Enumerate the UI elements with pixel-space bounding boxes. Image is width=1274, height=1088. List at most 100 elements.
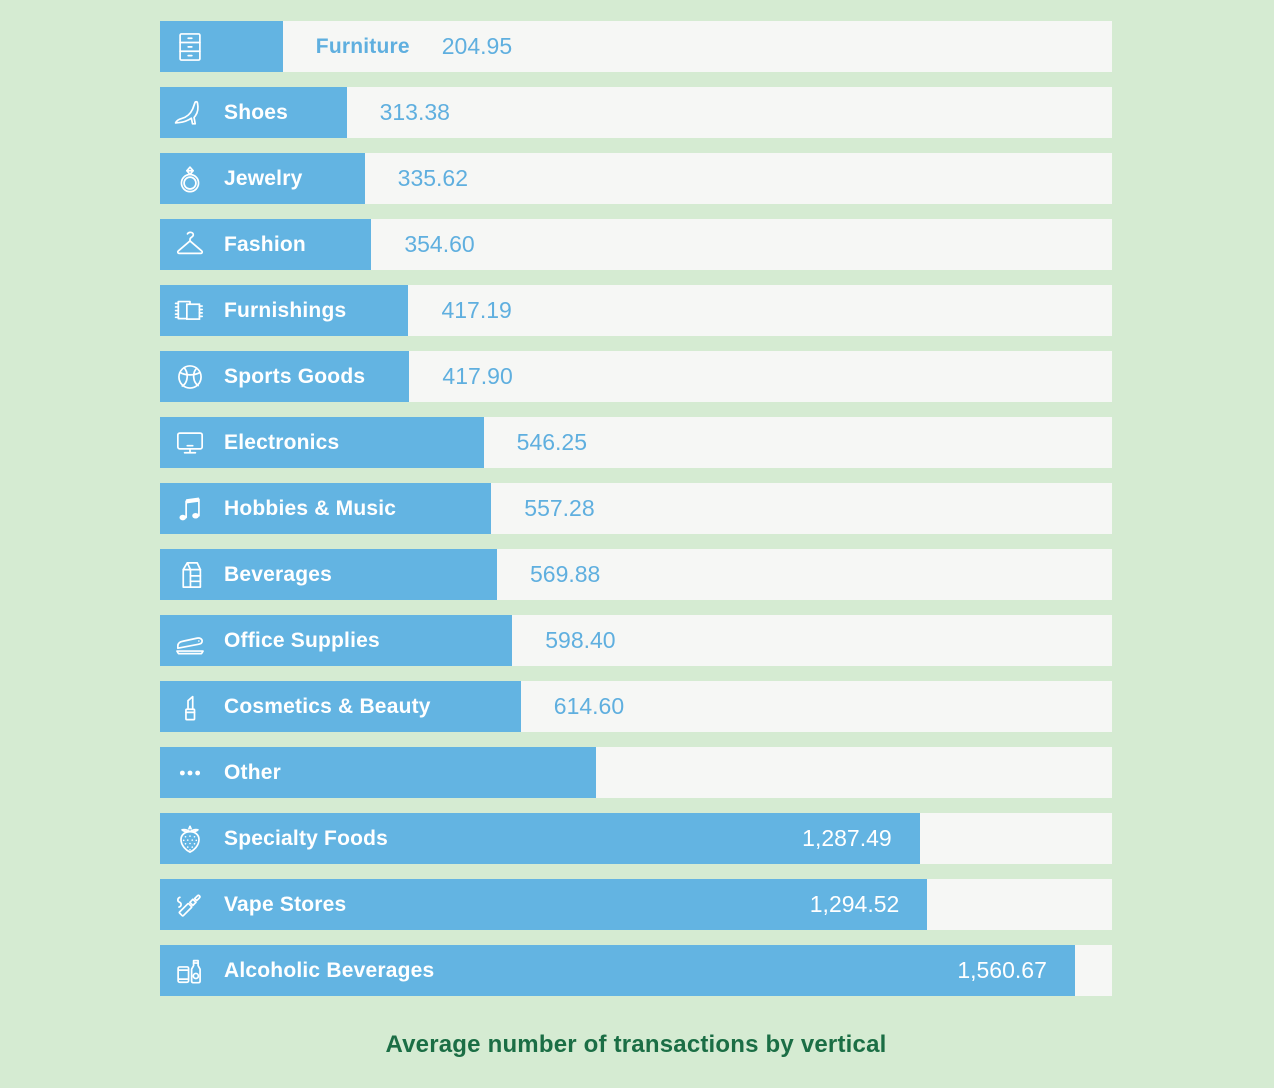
bar-value: 417.19 [441, 297, 512, 323]
ring-icon [172, 161, 208, 197]
bar-label: Fashion [224, 232, 306, 256]
bar: Fashion [160, 219, 372, 270]
bar-label: Office Supplies [224, 628, 380, 652]
bar-label: Shoes [224, 100, 289, 124]
stapler-icon [172, 623, 208, 659]
bar-row: Shoes 313.38 [160, 87, 1112, 138]
bar-value: 354.60 [404, 231, 475, 257]
bar-label: Other [224, 760, 282, 784]
bar-track: Office Supplies 598.40 [160, 615, 1112, 666]
bar: Shoes [160, 87, 347, 138]
bar-label: Hobbies & Music [224, 496, 397, 520]
bar-row: Beverages 569.88 [160, 549, 1112, 600]
hanger-icon [172, 227, 208, 263]
bar-row: Office Supplies 598.40 [160, 615, 1112, 666]
bar-value: 1,287.49 [802, 825, 892, 851]
outside-annotations: 569.88 [530, 549, 600, 600]
bottles-icon [172, 953, 208, 989]
rugs-icon [172, 293, 208, 329]
high-heel-icon [172, 95, 208, 131]
bar-row: Sports Goods 417.90 [160, 351, 1112, 402]
bar-track: Hobbies & Music 557.28 [160, 483, 1112, 534]
bar-label: Vape Stores [224, 892, 347, 916]
bar: Cosmetics & Beauty [160, 681, 521, 732]
bar-track: Specialty Foods 1,287.49 [160, 813, 1112, 864]
bar-value: 614.60 [553, 693, 625, 719]
basketball-icon [172, 359, 208, 395]
bar-chart: Furniture 204.95 Shoes 313.38 Jewelry 335.62 F… [160, 21, 1112, 1011]
bar-value: 204.95 [441, 33, 513, 59]
bar-row: Jewelry 335.62 [160, 153, 1112, 204]
bar-row: Vape Stores 1,294.52 [160, 879, 1112, 930]
lipstick-icon [172, 689, 208, 725]
vape-pen-icon [172, 887, 208, 923]
bar-value: 1,560.67 [957, 957, 1047, 983]
monitor-icon [172, 425, 208, 461]
bar-label: Jewelry [224, 166, 303, 190]
outside-annotations: 417.19 [441, 285, 511, 336]
bar: Specialty Foods 1,287.49 [160, 813, 920, 864]
outside-annotations: 546.25 [517, 417, 587, 468]
bar-value: 313.38 [379, 99, 450, 125]
outside-annotations: 598.40 [545, 615, 615, 666]
bar-value: 598.40 [545, 627, 616, 653]
bar-row: Furniture 204.95 [160, 21, 1112, 72]
bar-track: Furnishings 417.19 [160, 285, 1112, 336]
bar [160, 21, 283, 72]
bar: Other [160, 747, 597, 798]
bar-track: Cosmetics & Beauty 614.60 [160, 681, 1112, 732]
bar-row: Furnishings 417.19 [160, 285, 1112, 336]
bar: Jewelry [160, 153, 365, 204]
bar-row: Hobbies & Music 557.28 [160, 483, 1112, 534]
outside-annotations: 417.90 [442, 351, 512, 402]
outside-annotations: 614.60 [554, 681, 624, 732]
bar-label: Furniture [315, 34, 410, 58]
bar-label: Specialty Foods [224, 826, 389, 850]
outside-annotations: Furniture 204.95 [316, 21, 512, 72]
bar-value: 335.62 [397, 165, 469, 191]
bar-track: Vape Stores 1,294.52 [160, 879, 1112, 930]
bar-track: Fashion 354.60 [160, 219, 1112, 270]
bar-track: Shoes 313.38 [160, 87, 1112, 138]
bar-label: Electronics [224, 430, 340, 454]
bar-label: Cosmetics & Beauty [224, 694, 431, 718]
bar: Sports Goods [160, 351, 410, 402]
bar-value: 546.25 [516, 429, 588, 455]
bar-label: Sports Goods [224, 364, 366, 388]
outside-annotations: 557.28 [524, 483, 594, 534]
bar-value: 417.90 [442, 363, 513, 389]
bar-row: Other [160, 747, 1112, 798]
bar-row: Electronics 546.25 [160, 417, 1112, 468]
bar-track: Alcoholic Beverages 1,560.67 [160, 945, 1112, 996]
bar-track: Beverages 569.88 [160, 549, 1112, 600]
outside-annotations: 354.60 [404, 219, 474, 270]
bar: Vape Stores 1,294.52 [160, 879, 928, 930]
bar-value: 569.88 [530, 561, 601, 587]
bar: Alcoholic Beverages 1,560.67 [160, 945, 1075, 996]
bar-value: 557.28 [524, 495, 595, 521]
chart-title: Average number of transactions by vertic… [385, 1031, 887, 1058]
bar-row: Fashion 354.60 [160, 219, 1112, 270]
ellipsis-icon [172, 755, 208, 791]
bar: Electronics [160, 417, 484, 468]
bar-track: Electronics 546.25 [160, 417, 1112, 468]
dresser-icon [172, 29, 208, 65]
bar-track: Jewelry 335.62 [160, 153, 1112, 204]
bar-label: Beverages [224, 562, 333, 586]
bar-row: Specialty Foods 1,287.49 [160, 813, 1112, 864]
strawberry-icon [172, 821, 208, 857]
bar: Furnishings [160, 285, 409, 336]
bar-row: Cosmetics & Beauty 614.60 [160, 681, 1112, 732]
milk-carton-icon [172, 557, 208, 593]
outside-annotations: 313.38 [380, 87, 450, 138]
bar-track: Sports Goods 417.90 [160, 351, 1112, 402]
bar-value: 1,294.52 [809, 891, 900, 917]
bar: Beverages [160, 549, 497, 600]
music-notes-icon [172, 491, 208, 527]
bar-label: Alcoholic Beverages [224, 958, 435, 982]
bar-track: Furniture 204.95 [160, 21, 1112, 72]
bar-row: Alcoholic Beverages 1,560.67 [160, 945, 1112, 996]
bar-label: Furnishings [224, 298, 347, 322]
bar: Office Supplies [160, 615, 513, 666]
